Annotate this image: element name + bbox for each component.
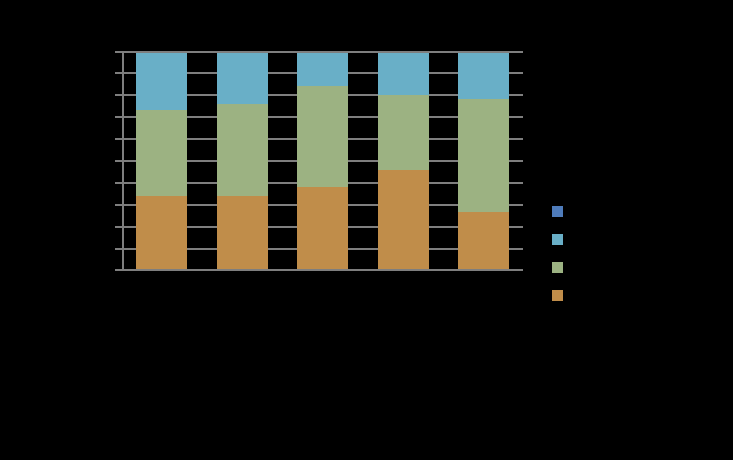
y-axis-tick bbox=[115, 51, 122, 53]
legend-entry bbox=[552, 290, 569, 301]
gridline bbox=[122, 51, 523, 53]
bar-segment-orange bbox=[136, 196, 187, 271]
legend-swatch-icon bbox=[552, 262, 563, 273]
bar-segment-green bbox=[377, 95, 429, 170]
bar-segment-green bbox=[297, 86, 348, 188]
bar-segment-orange bbox=[216, 196, 268, 271]
bar-segment-green bbox=[136, 110, 187, 197]
legend-entry bbox=[552, 206, 569, 217]
bar-segment-light-blue bbox=[136, 51, 187, 111]
bar-segment-green bbox=[458, 99, 509, 212]
legend-swatch-icon bbox=[552, 234, 563, 245]
y-axis-line bbox=[122, 51, 124, 271]
bar-column bbox=[377, 51, 429, 271]
bar-column bbox=[458, 51, 509, 271]
plot-area bbox=[115, 51, 523, 271]
bar-column bbox=[216, 51, 268, 271]
y-axis-tick bbox=[115, 226, 122, 228]
y-axis-tick bbox=[115, 248, 122, 250]
bar-segment-orange bbox=[297, 187, 348, 271]
bar-segment-orange bbox=[377, 169, 429, 271]
y-axis-tick bbox=[115, 204, 122, 206]
y-axis-tick bbox=[115, 138, 122, 140]
legend-entry bbox=[552, 234, 569, 245]
bar-segment-light-blue bbox=[216, 51, 268, 104]
bar-segment-green bbox=[216, 103, 268, 197]
gridline bbox=[122, 269, 523, 271]
y-axis-tick bbox=[115, 160, 122, 162]
y-axis-tick bbox=[115, 269, 122, 271]
legend-entry bbox=[552, 262, 569, 273]
bar-column bbox=[136, 51, 187, 271]
y-axis-tick bbox=[115, 182, 122, 184]
y-axis-tick bbox=[115, 116, 122, 118]
legend-swatch-icon bbox=[552, 206, 563, 217]
legend-swatch-icon bbox=[552, 290, 563, 301]
bar-segment-light-blue bbox=[377, 51, 429, 96]
bar-segment-light-blue bbox=[297, 51, 348, 87]
bar-segment-light-blue bbox=[458, 51, 509, 100]
legend bbox=[552, 206, 569, 301]
bar-column bbox=[297, 51, 348, 271]
y-axis-tick bbox=[115, 94, 122, 96]
y-axis-tick bbox=[115, 72, 122, 74]
bar-segment-orange bbox=[458, 211, 509, 271]
